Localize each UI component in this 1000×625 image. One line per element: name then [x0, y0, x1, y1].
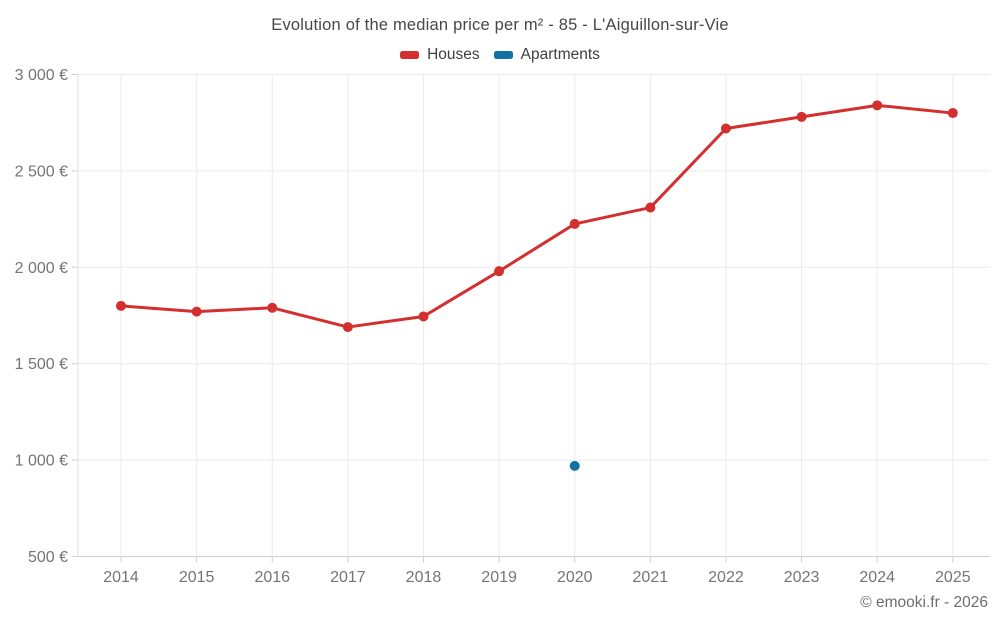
svg-text:1 000 €: 1 000 €: [15, 453, 68, 470]
svg-text:2021: 2021: [633, 569, 669, 586]
svg-text:2 500 €: 2 500 €: [15, 163, 68, 180]
svg-text:2019: 2019: [481, 569, 517, 586]
svg-text:2018: 2018: [406, 569, 442, 586]
legend-item-houses[interactable]: Houses: [400, 46, 480, 64]
svg-text:2023: 2023: [784, 569, 820, 586]
houses-swatch-icon: [400, 51, 420, 59]
svg-text:2022: 2022: [708, 569, 744, 586]
legend-item-apartments[interactable]: Apartments: [493, 46, 600, 64]
legend-label-apartments: Apartments: [520, 46, 600, 63]
svg-text:500 €: 500 €: [28, 549, 68, 566]
svg-text:2020: 2020: [557, 569, 593, 586]
svg-text:2 000 €: 2 000 €: [15, 260, 68, 277]
apartments-swatch-icon: [493, 51, 513, 59]
copyright: © emooki.fr - 2026: [860, 594, 988, 611]
svg-text:2025: 2025: [935, 569, 971, 586]
svg-text:2024: 2024: [859, 569, 895, 586]
svg-text:2014: 2014: [103, 569, 139, 586]
legend: Houses Apartments: [0, 46, 1000, 64]
svg-text:2017: 2017: [330, 569, 366, 586]
chart-title: Evolution of the median price per m² - 8…: [271, 16, 729, 34]
svg-text:1 500 €: 1 500 €: [15, 356, 68, 373]
svg-text:2016: 2016: [254, 569, 290, 586]
svg-text:3 000 €: 3 000 €: [15, 67, 68, 84]
legend-label-houses: Houses: [427, 46, 480, 63]
svg-text:2015: 2015: [179, 569, 215, 586]
